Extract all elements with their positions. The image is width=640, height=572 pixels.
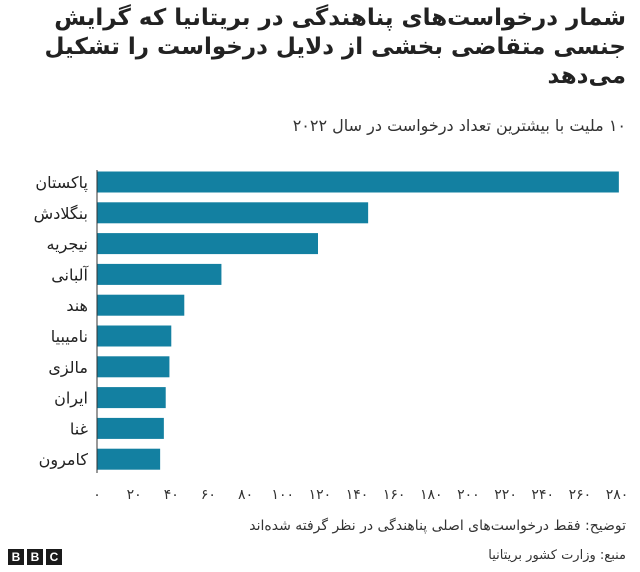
category-label: کامرون — [39, 450, 89, 470]
x-tick-label: ۲۰ — [127, 487, 142, 503]
x-tick-label: ۱۲۰ — [309, 487, 332, 503]
category-label: آلبانی — [51, 265, 89, 284]
logo-letter: B — [8, 549, 24, 565]
x-tick-label: ۸۰ — [238, 487, 253, 503]
bar — [97, 356, 170, 378]
logo-letter: C — [46, 549, 62, 565]
category-label: غنا — [70, 419, 88, 438]
chart-subtitle: ۱۰ ملیت با بیشترین تعداد درخواست در سال … — [292, 116, 626, 135]
x-tick-label: ۲۰۰ — [457, 487, 480, 503]
chart-note: توضیح: فقط درخواست‌های اصلی پناهندگی در … — [249, 518, 626, 534]
x-tick-label: ۰ — [93, 487, 101, 503]
x-tick-label: ۶۰ — [201, 487, 216, 503]
x-tick-label: ۱۸۰ — [420, 487, 443, 503]
category-label: نامیبیا — [51, 327, 88, 346]
category-label: مالزی — [48, 358, 88, 378]
category-label: ایران — [54, 389, 88, 409]
bar — [97, 448, 161, 470]
bar — [97, 325, 172, 347]
bar — [97, 294, 185, 316]
chart-plot: پاکستان بنگلادش نیجریه آلبانی هند نامیبیا مالز… — [34, 170, 629, 503]
category-label: هند — [66, 296, 88, 315]
x-tick-label: ۲۸۰ — [606, 487, 629, 503]
category-label: نیجریه — [47, 235, 88, 255]
bar — [97, 171, 619, 193]
bar — [97, 387, 166, 409]
x-tick-label: ۱۶۰ — [383, 487, 406, 503]
chart-title: شمار درخواست‌های پناهندگی در بریتانیا که… — [44, 5, 626, 89]
x-tick-label: ۴۰ — [164, 487, 179, 503]
bar — [97, 417, 164, 439]
x-tick-label: ۱۴۰ — [346, 487, 369, 503]
chart-source: منبع: وزارت کشور بریتانیا — [488, 548, 626, 563]
bar — [97, 202, 369, 224]
x-tick-label: ۲۶۰ — [569, 487, 592, 503]
bar — [97, 233, 318, 255]
bbc-logo: B B C — [8, 549, 62, 565]
logo-letter: B — [27, 549, 43, 565]
category-label: بنگلادش — [34, 204, 88, 223]
x-tick-label: ۱۰۰ — [271, 487, 294, 503]
x-tick-label: ۲۴۰ — [531, 487, 554, 503]
bar — [97, 263, 222, 285]
x-tick-label: ۲۲۰ — [494, 487, 517, 503]
category-label: پاکستان — [35, 173, 88, 193]
